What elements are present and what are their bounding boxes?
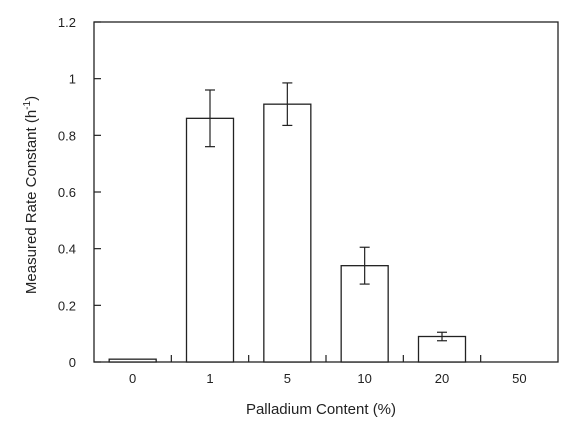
bar [108, 358, 157, 363]
x-tick-label: 0 [129, 371, 136, 386]
y-axis-title-superscript: -1 [22, 100, 33, 109]
x-tick-label: 20 [435, 371, 449, 386]
y-axis-title-suffix: ) [23, 96, 40, 101]
bar [263, 103, 312, 363]
y-axis-title-main: Measured Rate Constant (h [23, 110, 40, 294]
x-axis-ticks: 0 1 5 10 20 50 [129, 355, 527, 386]
plot-area [93, 21, 559, 363]
bar [185, 117, 235, 363]
x-tick-label: 5 [284, 371, 291, 386]
y-tick-label: 0.8 [58, 128, 76, 143]
y-tick-label: 0.4 [58, 242, 76, 257]
x-tick-label: 50 [512, 371, 526, 386]
error-bars [205, 82, 447, 342]
x-tick-label: 1 [206, 371, 213, 386]
y-tick-label: 0 [69, 355, 76, 370]
plot-frame [93, 21, 559, 363]
y-tick-label: 0.2 [58, 298, 76, 313]
y-tick-label: 1.2 [58, 15, 76, 30]
bars [108, 103, 467, 363]
x-tick-label: 10 [357, 371, 371, 386]
x-axis-title: Palladium Content (%) [246, 401, 396, 418]
y-tick-label: 1 [69, 72, 76, 87]
y-tick-label: 0.6 [58, 185, 76, 200]
y-axis-ticks: 0 0.2 0.4 0.6 0.8 1 1.2 [58, 15, 101, 370]
y-axis-title: Measured Rate Constant (h-1) [22, 96, 40, 294]
